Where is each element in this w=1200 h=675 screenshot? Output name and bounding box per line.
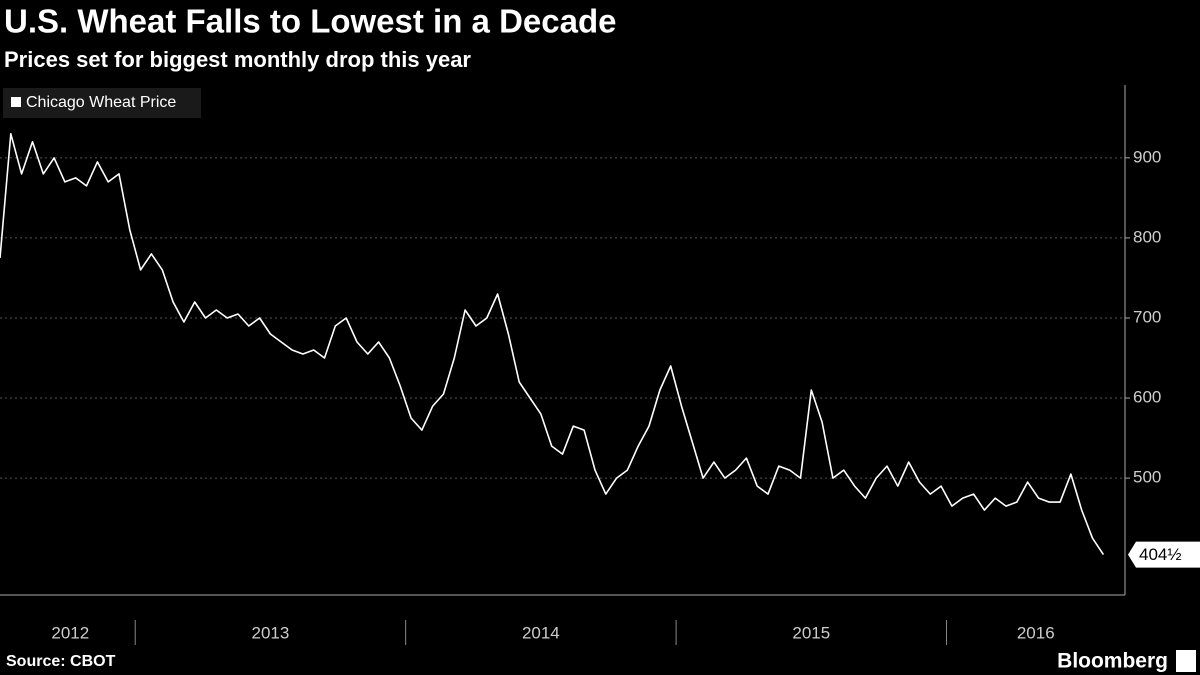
value-flag	[1128, 541, 1200, 568]
y-tick-label: 600	[1133, 388, 1161, 407]
price-line	[0, 133, 1105, 556]
y-tick-label: 500	[1133, 468, 1161, 487]
legend-label: Chicago Wheat Price	[26, 94, 176, 111]
legend-box	[3, 88, 201, 118]
legend-swatch	[11, 97, 21, 107]
x-tick-label: 2014	[522, 623, 560, 642]
brand: Bloomberg	[1057, 650, 1168, 673]
value-flag-label: 404½	[1139, 545, 1182, 564]
x-tick-label: 2015	[792, 623, 830, 642]
chart-title: U.S. Wheat Falls to Lowest in a Decade	[4, 3, 616, 40]
y-tick-label: 700	[1133, 307, 1161, 326]
x-tick-label: 2013	[252, 623, 290, 642]
y-tick-label: 900	[1133, 147, 1161, 166]
x-tick-label: 2016	[1017, 623, 1055, 642]
source: Source: CBOT	[6, 653, 116, 670]
y-tick-label: 800	[1133, 227, 1161, 246]
x-tick-label: 2012	[51, 623, 89, 642]
chart-subtitle: Prices set for biggest monthly drop this…	[4, 47, 471, 72]
brand-icon	[1176, 650, 1196, 672]
